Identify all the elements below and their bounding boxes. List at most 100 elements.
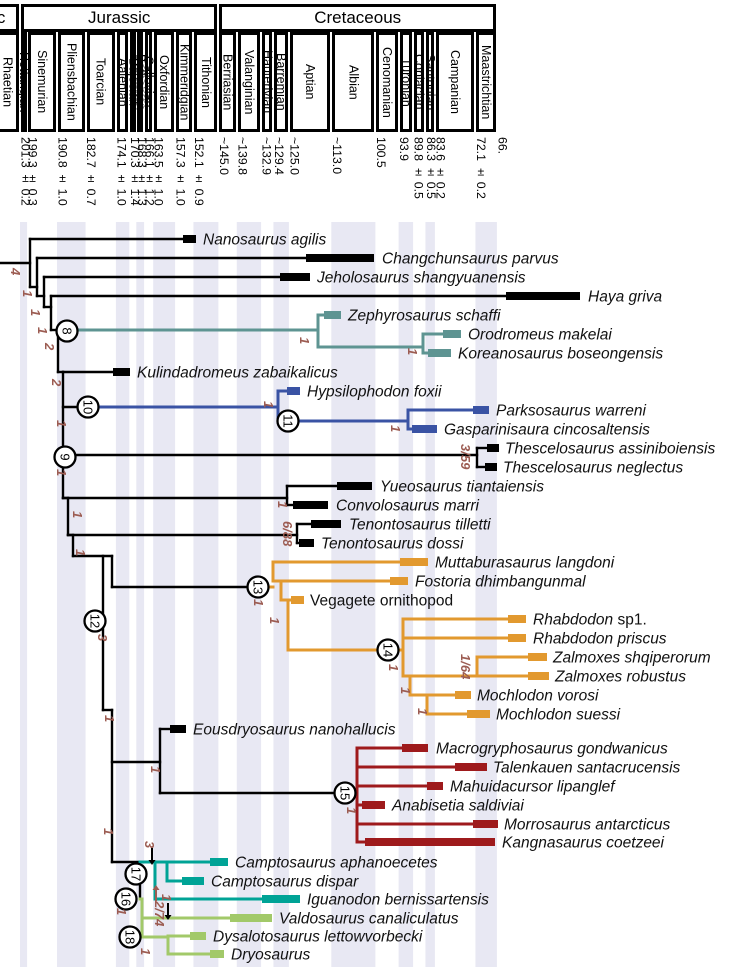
support-value: 4 [8,267,23,276]
stage-label: Callovian [141,56,156,108]
taxon-label: Camptosaurus aphanoecetes [235,855,438,872]
node-circle [118,925,142,949]
support-value: 1/64 [458,654,473,680]
arrow-down-icon [148,860,156,865]
stage-label: Cenomanian [379,46,394,118]
support-value: 1 [148,766,163,773]
node-circle [76,395,100,419]
stage-label: Kimmeridgian [177,43,192,121]
stage-box: Hettangian [17,32,31,132]
boundary-age-label: 100.5 [373,137,388,168]
range-bar [365,838,495,846]
stage-label: Berriasian [220,53,235,111]
node-circle [124,862,148,886]
period-box: Jurassic [21,4,218,32]
stage-box: Oxfordian [154,32,175,132]
stage-box: Santonian [423,32,437,132]
taxon-label: Jeholosaurus shangyuanensis [316,270,526,287]
boundary-age-label: 163.5 ± 1.0 [151,137,166,206]
boundary-age-label: ~145.0 [216,137,231,175]
taxon-label: Changchunsaurus parvus [382,251,559,268]
range-bar [412,425,437,433]
support-value: 1 [159,894,174,901]
boundary-age-label: ~132.9 [259,137,274,175]
stage-box: Cenomanian [376,32,398,132]
stage-box: Rhaetian [0,32,19,132]
boundary-age-label: 157.3 ± 1.0 [173,137,188,206]
taxon-label: Mahuidacursor lipanglef [450,779,616,796]
range-bar [293,501,328,509]
boundary-age-label: 152.1 ± 0.9 [191,137,206,206]
period-label: Triassic [0,8,6,27]
taxon-label: Macrogryphosaurus gondwanicus [436,741,668,758]
taxon-label: Tenontosaurus dossi [321,536,464,553]
taxon-label: Camptosaurus dispar [211,874,359,891]
stage-stripe [20,222,28,967]
node-circle [55,319,79,343]
node-number: 8 [60,327,75,334]
stage-box: Barremian [274,32,288,132]
node-number: 10 [81,400,96,414]
period-box: Triassic [0,4,19,32]
support-value: 3 [142,841,157,849]
boundary-age-label: 170.3 ± 1.4 [127,137,142,206]
stage-label: Toarcian [93,58,108,106]
range-bar [287,387,300,395]
range-bar [428,349,451,357]
stage-stripe [136,222,145,967]
stage-label: Oxfordian [157,54,172,110]
stage-label: Turonian [398,57,413,107]
stage-label: Bathonian [133,53,148,111]
range-bar [455,691,471,699]
taxon-label: Thescelosaurus neglectus [503,460,683,477]
stage-stripe [153,222,176,967]
stage-label: Albian [346,64,361,100]
range-bar [390,577,408,585]
range-bar [402,744,428,752]
taxon-label: Kulindadromeus zabaikalicus [137,365,338,382]
boundary-age-label: 166.1 ± 1.2 [142,137,157,206]
stage-box: Pliensbachian [58,32,85,132]
range-bar [190,932,206,940]
arrow-up-icon [152,885,160,890]
range-bar [337,482,372,490]
boundary-age-label: 201.3 ± 0.2 [18,137,33,206]
support-value: 6/88 [280,521,295,547]
taxon-label: Anabisetia saldiviai [391,798,524,815]
support-value: 1 [138,948,153,955]
range-bar [400,558,428,566]
taxon-label: Valdosaurus canaliculatus [279,911,459,928]
node-circle [376,638,400,662]
node-circle [53,445,77,469]
taxon-label: Tenontosaurus tilletti [349,517,491,534]
range-bar [210,858,228,866]
taxon-label: Mochlodon suessi [496,707,621,724]
range-bar [299,539,314,547]
boundary-age-label: 72.1 ± 0.2 [473,137,488,199]
stage-stripe [193,222,219,967]
period-label: Cretaceous [314,8,402,27]
boundary-age-label: ~129.4 [271,137,286,175]
range-bar [362,801,385,809]
range-bar [508,615,526,623]
taxon-label: Koreanosaurus boseongensis [458,346,663,363]
boundary-age-label: 83.6 ± 0.2 [433,137,448,199]
taxon-labels: Nanosaurus agilis Changchunsaurus parvus J… [137,232,715,964]
support-value: 1 [20,290,35,297]
stage-label: Sinemurian [35,50,50,114]
taxon-label: Orodromeus makelai [468,327,612,344]
stage-stripe [425,222,435,967]
support-value: 3 [95,634,110,642]
range-bar [291,596,304,604]
node-number: 15 [338,786,353,800]
stage-box: Berriasian [219,32,236,132]
stage-box: Aptian [289,32,331,132]
taxon-label: Fostoria dhimbangunmal [415,574,586,591]
stage-label: Coniacian [412,54,427,110]
tree-branches [0,237,530,956]
taxon-label: Iguanodon bernissartensis [307,892,489,909]
taxon-label: Haya griva [588,289,662,306]
support-value: 1 [386,664,401,671]
stage-stripe [115,222,130,967]
